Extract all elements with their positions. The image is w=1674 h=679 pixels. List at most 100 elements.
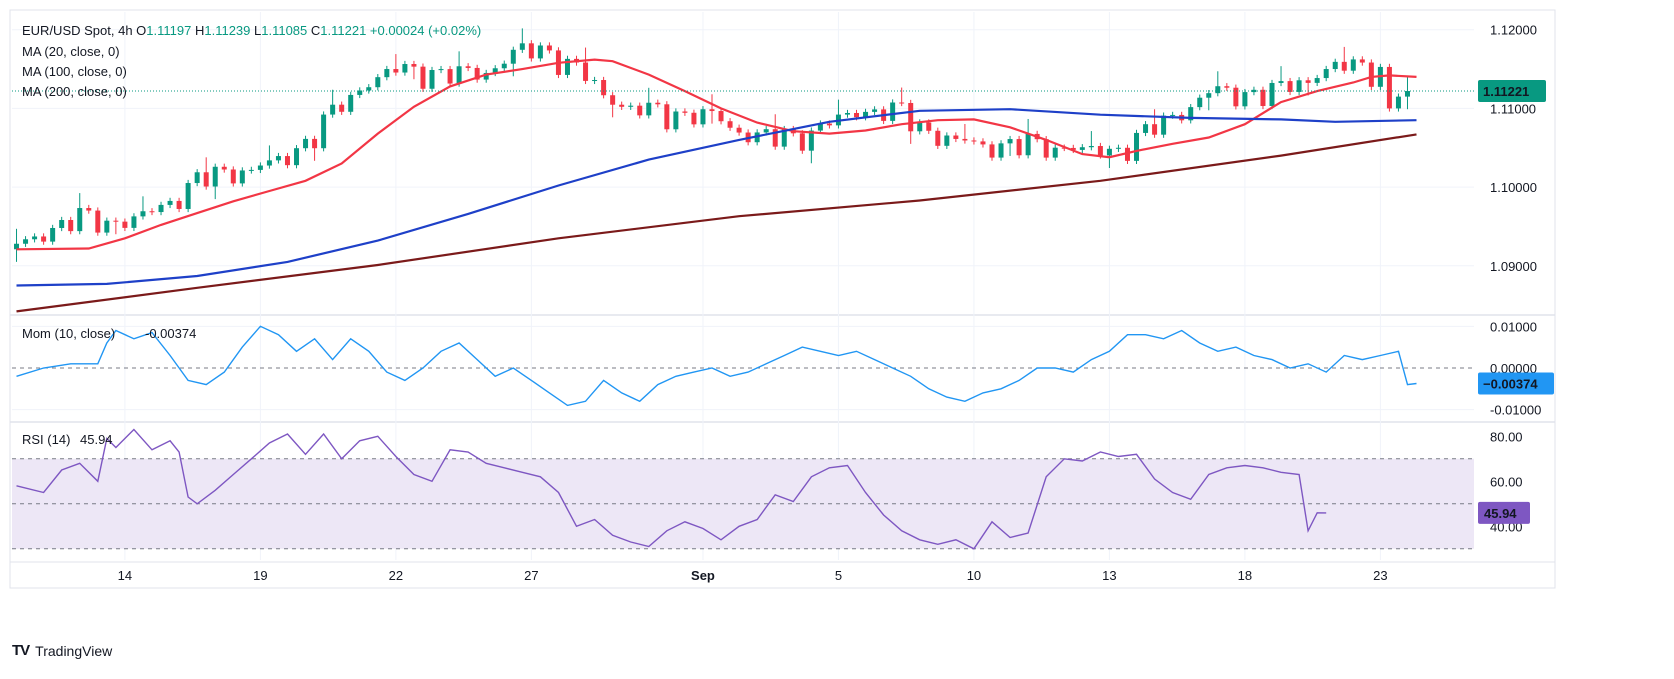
rsi-legend-value: 45.94 bbox=[80, 432, 113, 447]
candle-body bbox=[375, 77, 381, 88]
candle-body bbox=[908, 102, 914, 132]
candle-body bbox=[799, 133, 805, 151]
candle-body bbox=[77, 208, 83, 232]
candle-body bbox=[619, 104, 625, 107]
candle-body bbox=[1332, 61, 1338, 70]
candle-body bbox=[1070, 147, 1076, 150]
candle-body bbox=[1323, 69, 1329, 79]
candle-body bbox=[230, 169, 236, 184]
candle-body bbox=[501, 63, 507, 69]
mom-tick-label: -0.01000 bbox=[1490, 403, 1541, 418]
candle-body bbox=[59, 220, 65, 228]
candle-body bbox=[1016, 139, 1022, 156]
candle-body bbox=[601, 80, 607, 96]
candle-body bbox=[781, 129, 787, 147]
candle-body bbox=[763, 129, 769, 133]
candle-body bbox=[1025, 133, 1031, 156]
candle-body bbox=[429, 70, 435, 89]
mom-value-badge bbox=[1478, 372, 1554, 395]
x-tick-label: 27 bbox=[524, 568, 538, 583]
candle-body bbox=[203, 172, 209, 187]
candle-body bbox=[212, 166, 218, 187]
candle-body bbox=[1188, 107, 1194, 121]
candle-body bbox=[402, 64, 408, 73]
mom-legend-value: -0.00374 bbox=[145, 326, 196, 341]
candle-body bbox=[50, 227, 56, 242]
candle-body bbox=[564, 58, 570, 75]
candle-body bbox=[1215, 86, 1221, 94]
candle-body bbox=[1296, 80, 1302, 92]
candle-body bbox=[366, 87, 372, 91]
price-tick-label: 1.12000 bbox=[1490, 23, 1537, 38]
candle-body bbox=[339, 104, 345, 112]
candle-body bbox=[962, 138, 968, 141]
candle-body bbox=[1097, 146, 1103, 156]
last-price-label: 1.11221 bbox=[1483, 84, 1529, 99]
candle-body bbox=[872, 109, 878, 112]
candle-body bbox=[1305, 80, 1311, 83]
candle-body bbox=[854, 112, 860, 118]
candle-body bbox=[113, 220, 119, 222]
mom-legend-title: Mom (10, close) bbox=[22, 326, 115, 341]
legend-fragment: 1.11221 bbox=[320, 23, 370, 38]
candle-body bbox=[411, 64, 417, 67]
candle-body bbox=[321, 114, 327, 149]
candle-body bbox=[149, 211, 155, 213]
candle-body bbox=[275, 156, 281, 161]
candle-body bbox=[510, 49, 516, 64]
candle-body bbox=[1341, 61, 1347, 71]
candle-body bbox=[628, 105, 634, 107]
candle-body bbox=[1224, 86, 1230, 88]
candle-body bbox=[1260, 89, 1266, 107]
candle-body bbox=[691, 112, 697, 125]
mom-line bbox=[16, 325, 1417, 407]
candle-body bbox=[348, 94, 354, 112]
candle-body bbox=[194, 172, 200, 184]
candle-body bbox=[998, 143, 1004, 158]
candle-body bbox=[1278, 81, 1284, 83]
candle-body bbox=[393, 69, 399, 73]
candle-body bbox=[1152, 124, 1158, 135]
legend-fragment: H bbox=[195, 23, 204, 38]
candle-body bbox=[438, 69, 444, 71]
candle-body bbox=[1359, 59, 1365, 63]
candle-body bbox=[294, 148, 300, 166]
candle-body bbox=[1386, 66, 1392, 109]
candle-body bbox=[1161, 115, 1167, 135]
candle-body bbox=[1007, 139, 1013, 144]
candle-body bbox=[727, 121, 733, 128]
candle-body bbox=[1287, 81, 1293, 92]
candle-body bbox=[465, 66, 471, 68]
candle-body bbox=[718, 111, 724, 122]
candle-body bbox=[989, 144, 995, 158]
candle-body bbox=[140, 211, 146, 217]
candle-body bbox=[700, 109, 706, 125]
candle-body bbox=[303, 138, 309, 149]
candle-body bbox=[1124, 147, 1130, 161]
candle-body bbox=[1079, 147, 1085, 150]
candle-body bbox=[474, 67, 480, 80]
x-tick-label: 18 bbox=[1238, 568, 1252, 583]
candle-body bbox=[890, 102, 896, 121]
candle-body bbox=[673, 111, 679, 130]
candle-body bbox=[1143, 124, 1149, 133]
candle-body bbox=[483, 72, 489, 80]
x-tick-label: 14 bbox=[118, 568, 132, 583]
candle-body bbox=[637, 105, 643, 116]
x-tick-label: 13 bbox=[1102, 568, 1116, 583]
candle-body bbox=[808, 130, 814, 151]
tradingview-footer[interactable]: TV TradingView bbox=[12, 642, 112, 659]
candle-body bbox=[1206, 93, 1212, 98]
x-tick-label: 22 bbox=[389, 568, 403, 583]
candle-body bbox=[1170, 114, 1176, 116]
candle-body bbox=[1350, 59, 1356, 71]
candle-body bbox=[1197, 97, 1203, 108]
candle-body bbox=[736, 127, 742, 133]
candle-body bbox=[980, 141, 986, 145]
legend-fragment: 1.11239 bbox=[204, 23, 254, 38]
candle-body bbox=[257, 165, 263, 170]
price-tick-label: 1.09000 bbox=[1490, 259, 1537, 274]
candle-body bbox=[447, 69, 453, 84]
